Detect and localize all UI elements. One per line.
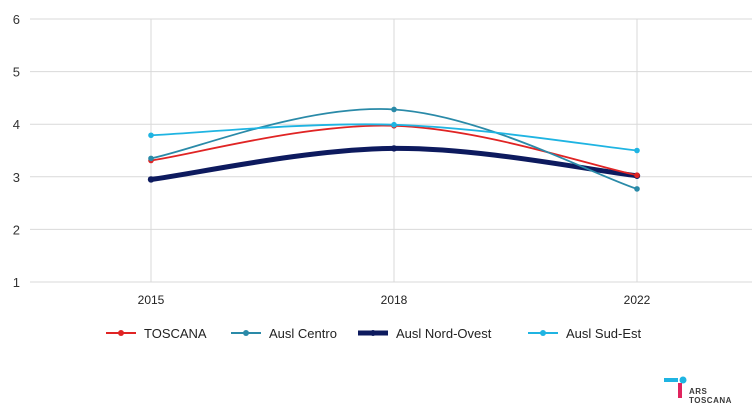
y-tick-label: 3	[13, 170, 20, 185]
legend-swatch	[528, 330, 558, 336]
data-point	[147, 176, 155, 183]
legend-label: TOSCANA	[144, 325, 207, 341]
y-tick-label: 5	[13, 65, 20, 80]
x-tick-label: 2015	[138, 293, 165, 307]
data-point	[148, 132, 154, 139]
legend-marker	[118, 330, 124, 336]
legend-swatch	[106, 330, 136, 336]
y-tick-label: 1	[13, 275, 20, 290]
legend-item: TOSCANA	[104, 322, 207, 344]
legend-swatch	[231, 330, 261, 336]
chart-series	[147, 106, 641, 192]
legend-label: Ausl Centro	[269, 325, 337, 341]
legend-marker	[540, 330, 546, 336]
legend-item: Ausl Nord-Ovest	[356, 322, 491, 344]
x-axis-ticks: 2015 2018 2022	[138, 293, 651, 307]
legend-item: Ausl Centro	[229, 322, 337, 344]
y-tick-label: 4	[13, 117, 20, 132]
x-tick-label: 2022	[624, 293, 651, 307]
y-tick-label: 6	[13, 12, 20, 27]
ars-logo-icon	[664, 376, 687, 398]
data-point	[391, 121, 397, 128]
ars-toscana-logo: ARS TOSCANA	[660, 370, 750, 405]
data-point	[390, 145, 398, 152]
data-point	[634, 147, 640, 154]
legend-marker	[370, 330, 376, 336]
legend-label: Ausl Sud-Est	[566, 325, 642, 341]
data-point	[634, 172, 640, 179]
data-point	[634, 186, 640, 192]
y-axis-ticks: 1 2 3 4 5 6	[13, 12, 20, 290]
data-point	[391, 106, 397, 113]
chart-legend: TOSCANA Ausl Centro Ausl Nord-Ovest Ausl Su…	[0, 322, 752, 344]
y-tick-label: 2	[13, 222, 20, 237]
legend-swatch	[358, 330, 388, 336]
legend-label: Ausl Nord-Ovest	[396, 325, 492, 341]
x-tick-label: 2018	[381, 293, 408, 307]
line-chart: 1 2 3 4 5 6 2015 2018 2022	[13, 12, 752, 307]
legend-item: Ausl Sud-Est	[526, 322, 641, 344]
legend-marker	[243, 330, 249, 336]
data-point	[148, 155, 154, 162]
logo-text: ARS TOSCANA	[689, 387, 732, 405]
